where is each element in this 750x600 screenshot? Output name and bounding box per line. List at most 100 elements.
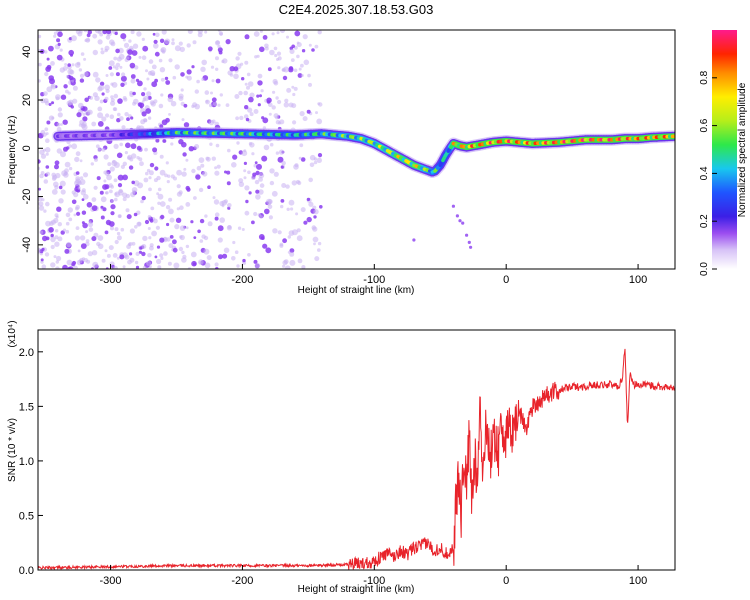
spectrogram-noise-point [300,207,306,213]
spectrogram-noise-point [271,190,278,197]
spectrogram-noise-point [92,49,99,56]
spectrogram-noise-point [302,116,308,122]
spectrogram-noise-point [54,160,60,166]
spectrogram-noise-point [56,122,61,127]
spectrogram-noise-point [62,66,68,71]
spectrogram-noise-point [287,235,291,239]
spectrogram-noise-point [192,40,197,45]
spectrogram-noise-point [153,99,158,104]
spectrogram-noise-point [38,187,41,191]
spectrogram-noise-point [169,217,175,223]
spectrogram-noise-point [44,147,51,153]
spectrogram-noise-point [165,205,171,210]
spectrogram-noise-point [50,262,56,268]
spectrogram-noise-point [51,176,57,181]
spectrogram-noise-point [93,185,98,190]
spectrogram-noise-point [289,248,295,254]
spectrogram-noise-point [291,44,296,49]
spectrogram-noise-point [166,237,171,242]
spectrogram-noise-point [141,100,145,103]
spectrogram-noise-point [222,58,228,64]
spectrogram-noise-point [280,204,284,209]
spectrogram-noise-point [258,234,265,240]
spectrogram-noise-point [113,178,118,183]
snr-plot: -300 -200 -100 0 100 0.0 0.5 1.0 1.5 2.0 Height … [7,320,676,595]
spectrogram-noise-point [256,163,262,170]
spectrogram-noise-point [118,53,125,60]
spectrogram-noise-point [246,72,251,77]
spectrogram-noise-point [121,72,126,77]
spectrogram-noise-point [116,231,121,236]
spectrogram-noise-point [194,144,200,149]
spectrogram-noise-point [190,251,197,258]
spectrogram-noise-point [286,87,292,93]
spectrogram-noise-point [286,35,289,39]
spectrogram-noise-point [266,198,272,205]
spectrogram-noise-point [238,90,243,96]
spectrogram-noise-point [267,67,272,72]
spectrogram-noise-point [72,85,78,91]
spectrogram-noise-point [252,172,257,177]
spectrogram-noise-point [145,69,148,73]
spectrogram-noise-point [134,225,138,229]
spectrogram-noise-point [258,172,265,179]
spectrogram-noise-point [105,219,112,226]
spectrogram-noise-point [53,31,58,35]
spectrogram-noise-point [68,144,72,148]
spectrogram-noise-point [285,184,290,189]
spectrogram-noise-point [132,101,137,106]
spectrogram-noise-point [236,141,240,145]
spectrogram-noise-point [112,253,118,258]
spectrogram-noise-point [217,237,223,243]
spectrogram-noise-point [311,48,315,52]
spectrogram-noise-point [291,103,297,109]
spectrogram-noise-point [193,262,197,266]
spectrogram-noise-point [159,124,164,129]
spectrogram-noise-point [146,260,152,266]
spectrogram-noise-point [56,126,62,132]
spectrogram-noise-point [214,170,220,176]
spectrogram-noise-point [275,96,279,100]
spectrogram-noise-point [150,206,155,211]
spectrogram-noise-point [54,164,59,170]
spectrogram-noise-point [130,30,135,35]
spectrogram-noise-point [282,238,287,244]
spectrogram-noise-point [247,107,253,113]
spectrogram-noise-point [306,197,311,202]
spectrogram-noise-point [259,30,263,33]
spectrogram-noise-point [180,72,185,77]
spectrogram-noise-point [102,30,108,35]
spectrogram-noise-point [91,197,97,203]
spectrogram-x-label: Height of straight line (km) [298,285,415,296]
spectrogram-noise-point [108,60,115,67]
spectrogram-noise-point [75,171,80,175]
spectrogram-noise-point [97,235,104,241]
spectrogram-noise-point [236,264,240,268]
spectrogram-tail-point [458,219,462,223]
spectrogram-noise-point [296,42,302,48]
spectrogram-noise-point [316,157,322,163]
spectrogram-noise-point [253,211,258,217]
spectrogram-noise-point [218,254,223,260]
spectrogram-noise-point [275,151,280,155]
spectrogram-noise-point [139,161,144,167]
spectrogram-noise-point [84,97,89,103]
spectrogram-noise-point [215,56,219,61]
spectrogram-noise-point [316,118,323,125]
spectrogram-noise-point [79,179,86,185]
spectrogram-tail-point [469,245,473,249]
spectrogram-noise-point [116,152,123,159]
spectrogram-noise-point [83,258,89,263]
spectrogram-noise-point [44,71,49,77]
spectrogram-noise-point [88,227,94,232]
spectrogram-noise-point [281,160,286,166]
spectrogram-noise-point [154,51,160,57]
spectrogram-noise-point [168,243,174,249]
spectrogram-noise-point [254,55,258,59]
spectrogram-noise-point [169,235,174,239]
spectrogram-noise-point [71,79,75,83]
spectrogram-noise-point [159,201,166,207]
spectrogram-noise-point [223,247,230,254]
spectrogram-noise-point [67,207,74,213]
